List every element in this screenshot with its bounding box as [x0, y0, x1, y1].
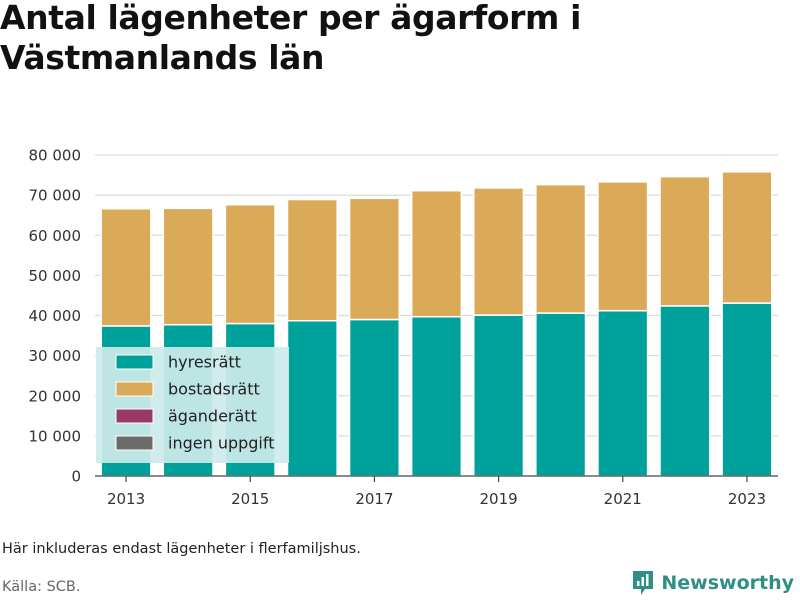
x-tick-label: 2021: [604, 490, 642, 508]
brand-name: Newsworthy: [661, 572, 794, 594]
y-tick-label: 70 000: [29, 187, 82, 205]
bar-segment-bostadsrätt: [286, 198, 338, 322]
legend-swatch: [115, 381, 154, 397]
legend-label: bostadsrätt: [168, 380, 260, 399]
x-axis: 2013 2015 2017 2019 2021 2023: [95, 475, 778, 508]
bar-segment-hyresrätt: [659, 305, 711, 477]
bar-segment-bostadsrätt: [535, 183, 587, 314]
bar-segment-bostadsrätt: [224, 204, 276, 325]
x-tick-label: 2017: [355, 490, 393, 508]
y-tick-label: 30 000: [29, 347, 82, 365]
x-tick-label: 2015: [231, 490, 269, 508]
bar-segment-bostadsrätt: [100, 208, 152, 327]
bar-segment-bostadsrätt: [348, 197, 400, 321]
bar-segment-bostadsrätt: [473, 187, 525, 316]
chart-title: Antal lägenheter per ägarform i Västmanl…: [0, 0, 582, 77]
x-tick-label: 2013: [107, 490, 145, 508]
legend-swatch: [115, 408, 154, 424]
bar-segment-bostadsrätt: [410, 189, 463, 318]
brand-logo: Newsworthy: [631, 569, 794, 597]
bar-segment-hyresrätt: [721, 302, 773, 477]
x-tick-label: 2019: [479, 490, 517, 508]
y-tick-label: 10 000: [29, 427, 82, 445]
y-tick-label: 50 000: [29, 267, 82, 285]
y-tick-label: 20 000: [29, 387, 82, 405]
bar-segment-hyresrätt: [535, 312, 587, 477]
y-axis: 0 10 000 20 000 30 000 40 000 50 000 60 000 70 …: [29, 147, 82, 486]
bar-segment-hyresrätt: [597, 309, 649, 477]
bar-segment-hyresrätt: [348, 318, 400, 477]
bar-segment-bostadsrätt: [597, 181, 649, 312]
legend-label: hyresrätt: [168, 353, 241, 372]
legend-swatch: [115, 435, 154, 451]
source-text: Källa: SCB.: [2, 579, 81, 595]
footnote: Här inkluderas endast lägenheter i flerf…: [2, 541, 361, 557]
legend: hyresrätt bostadsrätt äganderätt ingen uppg…: [96, 347, 289, 463]
bar-segment-hyresrätt: [410, 315, 463, 477]
bar-segment-bostadsrätt: [721, 171, 773, 304]
bar-segment-hyresrätt: [286, 319, 338, 477]
y-tick-label: 0: [71, 468, 81, 486]
bar-segment-bostadsrätt: [162, 207, 214, 326]
legend-label: äganderätt: [168, 407, 257, 426]
legend-swatch: [115, 354, 154, 370]
x-tick-label: 2023: [728, 490, 766, 508]
legend-label: ingen uppgift: [168, 434, 275, 453]
bar-segment-bostadsrätt: [659, 175, 711, 307]
newsworthy-logo-icon: [633, 571, 654, 595]
y-tick-label: 40 000: [29, 307, 82, 325]
y-tick-label: 60 000: [29, 227, 82, 245]
y-tick-label: 80 000: [29, 147, 82, 165]
bar-segment-hyresrätt: [473, 314, 525, 477]
